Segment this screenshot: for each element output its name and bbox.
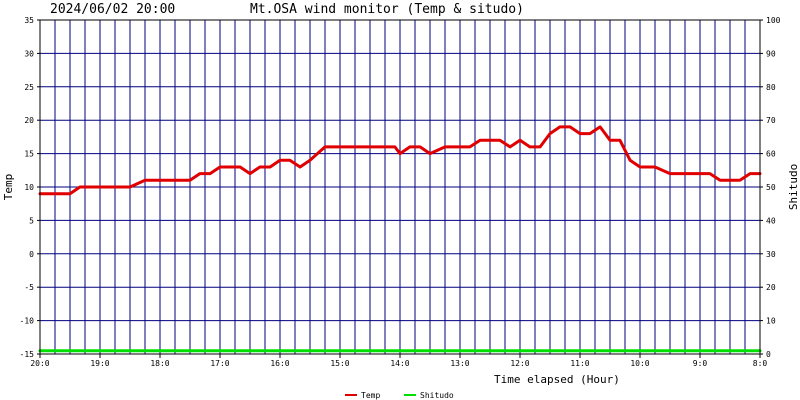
- x-tick-label: 13:0: [450, 359, 469, 368]
- y-tick-label-right: 90: [766, 49, 776, 58]
- x-tick-label: 17:0: [210, 359, 229, 368]
- y-tick-label-left: 0: [29, 250, 34, 259]
- x-tick-label: 9:0: [693, 359, 708, 368]
- series-layer: [38, 125, 762, 353]
- y-tick-label-left: -10: [20, 317, 35, 326]
- x-tick-label: 16:0: [270, 359, 289, 368]
- y-tick-label-right: 10: [766, 317, 776, 326]
- y-axis-label-left: Temp: [2, 174, 15, 201]
- y-tick-label-left: 25: [24, 83, 34, 92]
- axes: 35302520151050-5-10-15100908070605040302…: [20, 16, 781, 368]
- y-tick-label-right: 40: [766, 216, 776, 225]
- grid: [40, 20, 760, 354]
- legend-label-shitudo: Shitudo: [420, 391, 454, 400]
- y-tick-label-right: 100: [766, 16, 781, 25]
- legend: Temp Shitudo: [345, 391, 454, 400]
- series-line-temp: [38, 125, 762, 196]
- x-tick-label: 18:0: [150, 359, 169, 368]
- y-tick-label-right: 20: [766, 283, 776, 292]
- x-tick-label: 20:0: [30, 359, 49, 368]
- y-tick-label-right: 30: [766, 250, 776, 259]
- x-tick-label: 11:0: [570, 359, 589, 368]
- y-tick-label-right: 0: [766, 350, 771, 359]
- y-tick-label-left: 20: [24, 116, 34, 125]
- x-tick-label: 12:0: [510, 359, 529, 368]
- y-axis-label-right: Shitudo: [787, 164, 800, 210]
- chart-timestamp: 2024/06/02 20:00: [50, 2, 175, 17]
- x-tick-label: 10:0: [630, 359, 649, 368]
- y-tick-label-left: 15: [24, 150, 34, 159]
- y-tick-label-left: -5: [24, 283, 34, 292]
- x-tick-label: 15:0: [330, 359, 349, 368]
- y-tick-label-left: 35: [24, 16, 34, 25]
- chart-title: Mt.OSA wind monitor (Temp & situdo): [250, 2, 524, 17]
- y-tick-label-left: 10: [24, 183, 34, 192]
- y-tick-label-right: 70: [766, 116, 776, 125]
- y-tick-label-left: -15: [20, 350, 35, 359]
- y-tick-label-left: 30: [24, 49, 34, 58]
- y-tick-label-left: 5: [29, 216, 34, 225]
- x-tick-label: 14:0: [390, 359, 409, 368]
- x-tick-label: 19:0: [90, 359, 109, 368]
- y-tick-label-right: 50: [766, 183, 776, 192]
- x-axis-label: Time elapsed (Hour): [494, 373, 620, 386]
- x-tick-label: 8:0: [753, 359, 768, 368]
- y-tick-label-right: 80: [766, 83, 776, 92]
- y-tick-label-right: 60: [766, 150, 776, 159]
- legend-label-temp: Temp: [361, 391, 380, 400]
